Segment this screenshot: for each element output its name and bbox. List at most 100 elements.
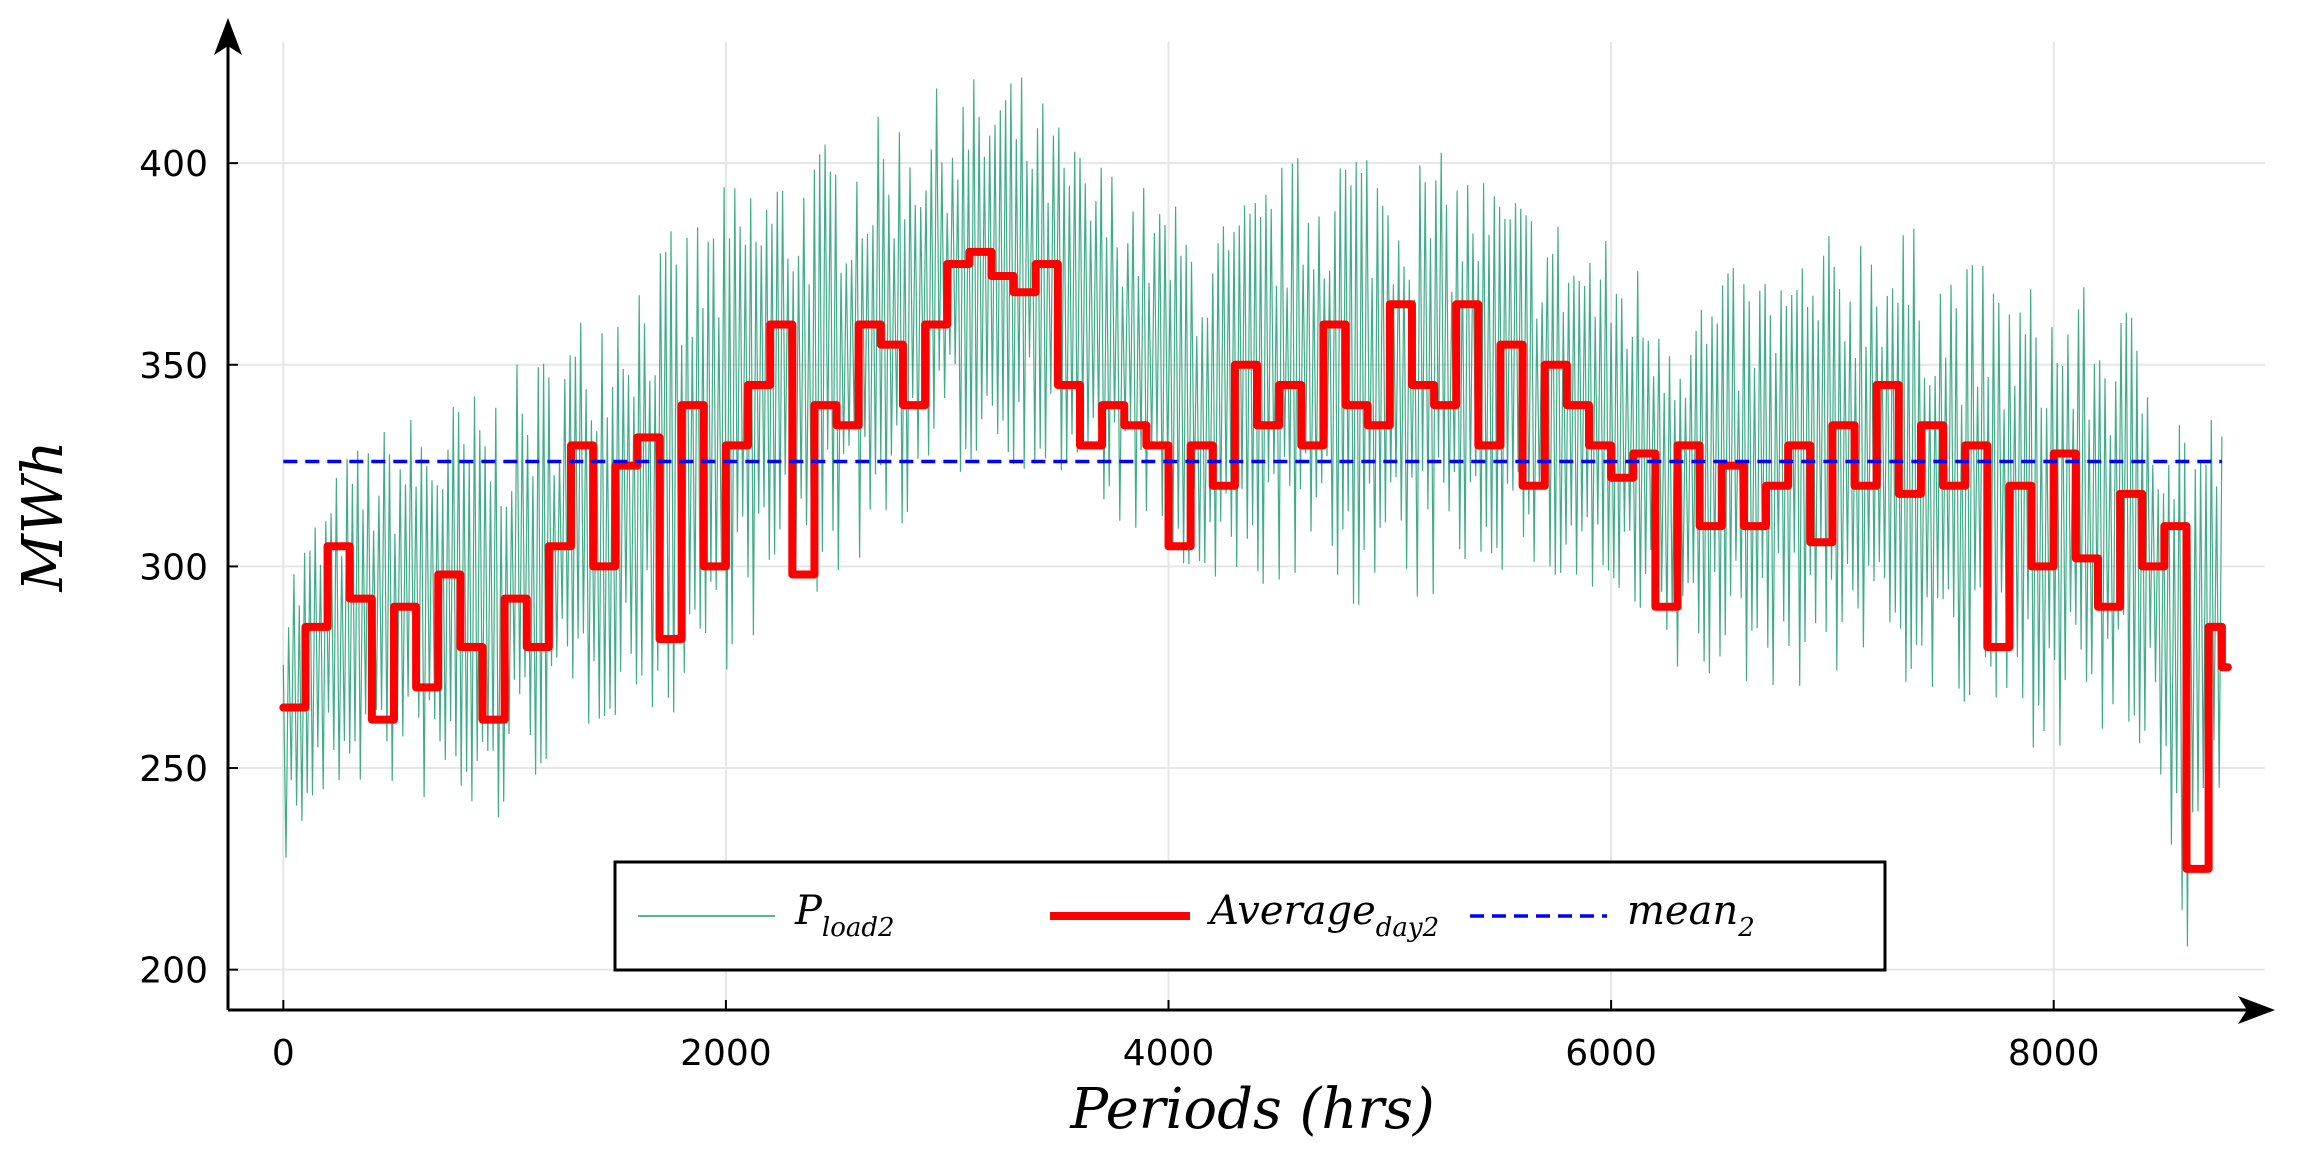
average-point — [1474, 441, 1482, 449]
average-point — [766, 320, 774, 328]
average-point — [833, 421, 841, 429]
tick-labels: 0 2000 4000 6000 8000 200 250 300 350 400 — [139, 144, 2099, 1074]
average-point — [1519, 482, 1527, 490]
average-point — [987, 272, 995, 280]
average-point — [2050, 449, 2058, 457]
average-point — [1873, 381, 1881, 389]
average-point — [722, 441, 730, 449]
average-point — [1076, 441, 1084, 449]
average-point — [1319, 320, 1327, 328]
average-point — [567, 441, 575, 449]
average-point — [1032, 260, 1040, 268]
average-point — [788, 570, 796, 578]
average-point — [855, 320, 863, 328]
average-point — [1762, 482, 1770, 490]
average-point — [523, 643, 531, 651]
axes — [214, 18, 2275, 1024]
x-tick-label: 4000 — [1123, 1033, 1215, 1074]
average-point — [1851, 482, 1859, 490]
legend-box — [613, 860, 1887, 972]
average-point — [478, 716, 486, 724]
average-point — [1629, 449, 1637, 457]
average-point — [1054, 381, 1062, 389]
average-point — [1364, 421, 1372, 429]
average-point — [1563, 401, 1571, 409]
average-point — [2182, 865, 2190, 873]
y-axis-arrow — [214, 18, 242, 55]
average-point — [1430, 401, 1438, 409]
average-point — [2138, 562, 2146, 570]
average-point — [501, 595, 509, 603]
average-point — [589, 562, 597, 570]
average-point — [1209, 482, 1217, 490]
average-point — [943, 260, 951, 268]
x-axis-arrow — [2238, 996, 2275, 1024]
average-point — [390, 603, 398, 611]
x-tick-label: 0 — [272, 1033, 295, 1074]
average-point — [877, 341, 885, 349]
average-point — [1607, 474, 1615, 482]
average-point — [1696, 522, 1704, 530]
average-point — [1939, 482, 1947, 490]
average-point — [1452, 300, 1460, 308]
y-tick-label: 200 — [139, 951, 208, 992]
average-point — [301, 623, 309, 631]
y-tick-label: 400 — [139, 144, 208, 185]
x-tick-label: 2000 — [680, 1033, 772, 1074]
average-point — [545, 542, 553, 550]
y-tick-label: 250 — [139, 749, 208, 790]
average-point — [2028, 562, 2036, 570]
average-point — [346, 595, 354, 603]
average-point — [324, 542, 332, 550]
average-point — [1961, 441, 1969, 449]
average-point — [744, 381, 752, 389]
series-average-line — [279, 247, 2232, 873]
average-point — [899, 401, 907, 409]
average-point — [1673, 441, 1681, 449]
average-point — [1983, 643, 1991, 651]
legend: Pload2 Averageday2 mean2 — [613, 860, 1887, 972]
average-point — [412, 683, 420, 691]
average-point — [434, 570, 442, 578]
average-point — [611, 462, 619, 470]
average-point — [2205, 623, 2213, 631]
average-point — [1585, 441, 1593, 449]
average-point — [1297, 441, 1305, 449]
average-point — [456, 643, 464, 651]
average-point — [2116, 490, 2124, 498]
y-axis-title: MWh — [11, 441, 76, 593]
average-point — [1895, 490, 1903, 498]
average-point — [1386, 300, 1394, 308]
average-point — [810, 401, 818, 409]
x-axis-title: Periods (hrs) — [1069, 1077, 1434, 1142]
average-point — [1784, 441, 1792, 449]
average-point — [678, 401, 686, 409]
x-tick-label: 8000 — [2008, 1033, 2100, 1074]
average-point — [1740, 522, 1748, 530]
average-point — [1253, 421, 1261, 429]
average-point — [1010, 288, 1018, 296]
average-point — [1098, 401, 1106, 409]
y-tick-label: 300 — [139, 547, 208, 588]
average-point — [1651, 603, 1659, 611]
average-point — [921, 320, 929, 328]
average-point — [1496, 341, 1504, 349]
legend-label-average: Averageday2 — [1206, 888, 1439, 943]
average-point — [1187, 441, 1195, 449]
average-point — [2218, 663, 2226, 671]
average-point — [1828, 421, 1836, 429]
average-point — [656, 635, 664, 643]
y-tick-label: 350 — [139, 346, 208, 387]
average-point — [2094, 603, 2102, 611]
average-point — [2072, 554, 2080, 562]
legend-label-mean: mean2 — [1627, 888, 1755, 943]
average-point — [1408, 381, 1416, 389]
average-point — [1541, 361, 1549, 369]
average-point — [1275, 381, 1283, 389]
average-point — [1718, 462, 1726, 470]
average-point — [633, 433, 641, 441]
average-point — [2160, 522, 2168, 530]
average-point — [2005, 482, 2013, 490]
legend-label-load: Pload2 — [794, 888, 895, 943]
